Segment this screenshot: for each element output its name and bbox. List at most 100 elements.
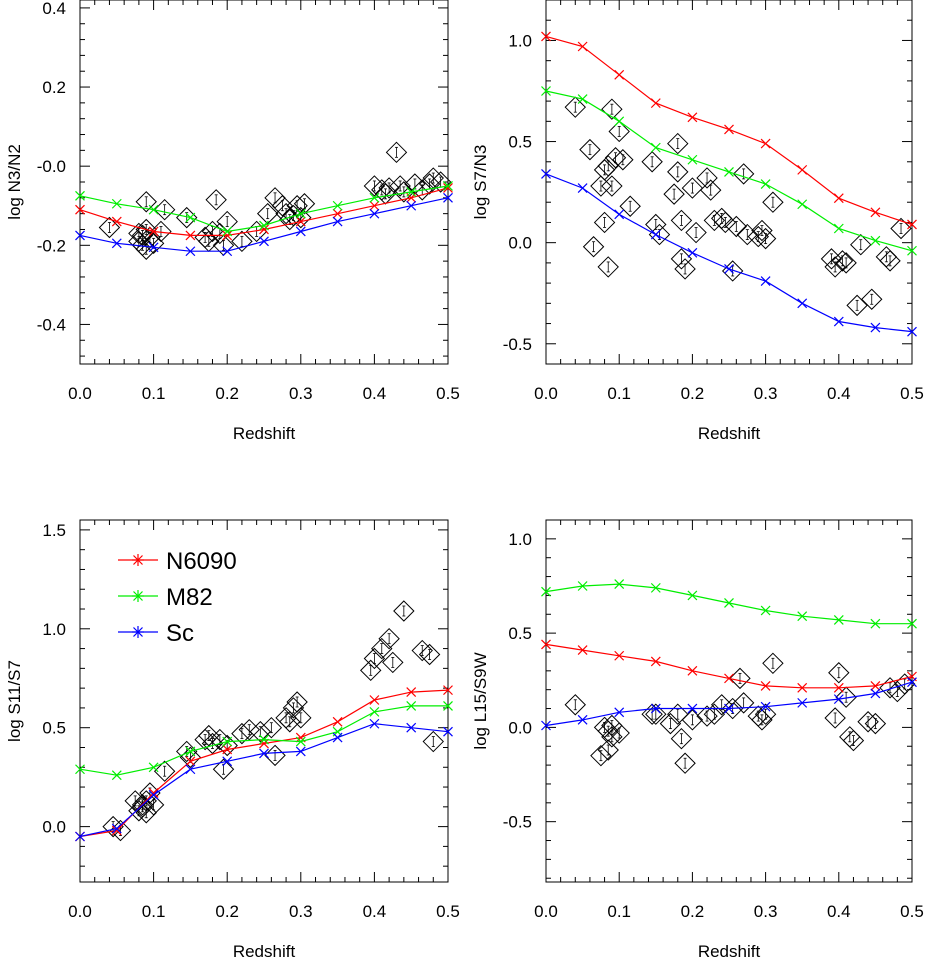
series-marker (577, 41, 588, 52)
data-point (850, 233, 872, 256)
data-point (824, 707, 846, 729)
diamond-marker (135, 802, 157, 824)
series-marker (797, 298, 808, 309)
diamond-marker (612, 149, 634, 171)
diamond-marker (696, 705, 718, 727)
data-point (846, 294, 868, 317)
diamond-marker (850, 233, 872, 256)
data-point (864, 712, 887, 735)
series-sc (75, 718, 453, 842)
diamond-marker (861, 288, 883, 310)
series-marker (369, 200, 380, 211)
data-point (393, 600, 415, 622)
diamond-marker (619, 195, 641, 217)
data-point (674, 258, 696, 280)
x-tick-label: 0.5 (900, 384, 924, 403)
data-point (363, 647, 386, 670)
data-point (153, 760, 176, 782)
data-point (681, 177, 704, 199)
data-point (842, 729, 865, 752)
data-point (703, 703, 726, 725)
series-marker (75, 230, 85, 241)
y-tick-label: 0.5 (508, 133, 532, 152)
y-tick-label: -0.4 (37, 315, 66, 334)
x-tick-label: 0.3 (289, 902, 313, 921)
data-point (659, 712, 682, 735)
series-marker (332, 216, 343, 227)
x-tick-label: 0.5 (436, 384, 460, 403)
diamond-marker (393, 600, 415, 622)
y-tick-label: -0.0 (37, 157, 66, 176)
series-marker (259, 748, 269, 759)
data-point (256, 202, 279, 225)
data-point (418, 643, 441, 666)
series-marker (687, 665, 698, 676)
diamond-marker (418, 643, 441, 666)
legend-entry-n6090: N6090 (118, 548, 237, 575)
series-marker (406, 186, 417, 197)
data-point (597, 739, 619, 761)
series-marker (833, 694, 844, 705)
legend-label: N6090 (166, 548, 237, 575)
series-marker (650, 229, 661, 240)
series-marker (259, 734, 269, 745)
series-marker (295, 208, 306, 219)
series-marker (541, 720, 551, 731)
data-point (721, 260, 744, 282)
series-marker (760, 179, 771, 189)
diamond-marker (725, 215, 748, 238)
diamond-marker (710, 694, 733, 716)
data-point (875, 246, 898, 268)
data-point (282, 697, 305, 719)
data-point (601, 98, 623, 120)
diamond-marker (579, 138, 601, 161)
series-marker (111, 238, 122, 249)
series-marker (406, 687, 417, 698)
data-point (754, 227, 777, 250)
diamond-marker (564, 694, 586, 716)
series-marker (222, 246, 233, 257)
data-point (98, 216, 121, 239)
series-marker (443, 181, 453, 191)
data-point (590, 175, 612, 197)
series-marker (724, 166, 734, 177)
series-marker (406, 701, 417, 711)
series-marker (148, 204, 159, 215)
diamond-marker (98, 216, 121, 239)
diamond-marker (135, 790, 157, 812)
series-marker (406, 200, 417, 211)
data-point (597, 256, 619, 278)
diamond-marker (256, 202, 279, 225)
series-marker (907, 245, 917, 256)
series-marker (577, 714, 588, 725)
series-marker (148, 762, 159, 773)
data-point (564, 694, 586, 716)
series-marker (185, 246, 196, 257)
y-tick-label: 0.0 (508, 234, 532, 253)
series-marker (332, 716, 343, 727)
diamond-marker (667, 703, 689, 725)
series-marker (111, 825, 122, 836)
diamond-marker (696, 167, 718, 189)
diamond-marker (363, 647, 386, 670)
data-point (835, 252, 857, 274)
panel-2: 0.0 0.1 0.2 0.3 0.4 0.5 1.0 0.5 0.0 -0.5 Redshift l… (471, 0, 924, 443)
y-tick-label: 0.0 (508, 718, 532, 737)
series-marker (650, 656, 661, 667)
series-marker (111, 770, 122, 781)
diamond-marker (879, 250, 901, 272)
series-marker (443, 701, 453, 711)
data-point (279, 711, 301, 733)
diamond-marker (674, 258, 696, 280)
legend-marker (132, 590, 144, 602)
series-m82 (541, 86, 917, 256)
diamond-marker (429, 171, 452, 193)
series-marker (259, 220, 269, 231)
diamond-marker (732, 692, 755, 714)
legend-entry-m82: M82 (118, 584, 213, 611)
diamond-marker (729, 667, 751, 690)
diamond-marker (641, 151, 663, 173)
series-marker (614, 650, 625, 661)
data-point (762, 652, 784, 674)
series-marker (295, 216, 306, 227)
